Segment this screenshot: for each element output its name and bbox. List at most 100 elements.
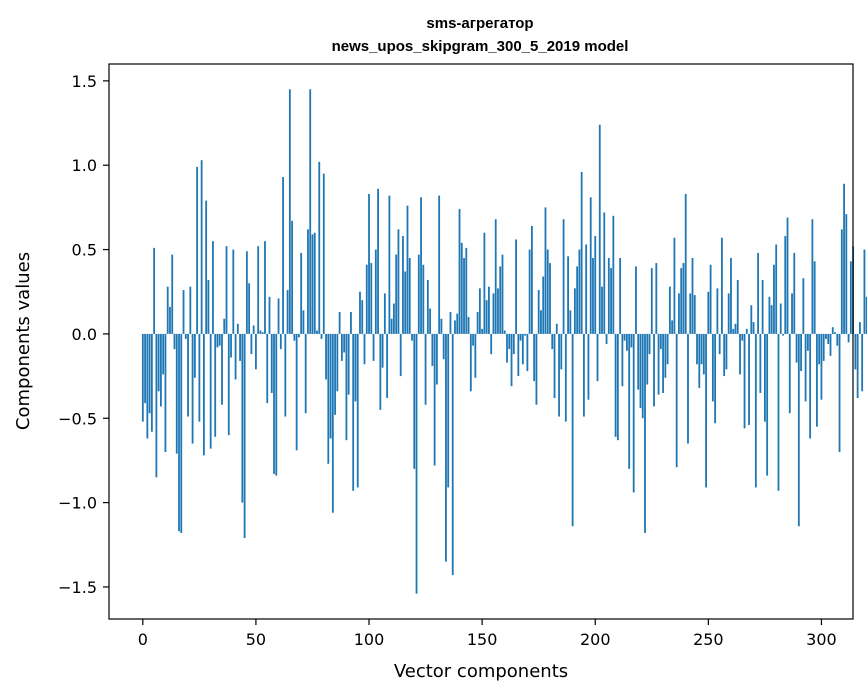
- bar: [809, 333, 812, 439]
- bar: [637, 333, 640, 390]
- bar: [338, 311, 341, 334]
- bar: [250, 333, 253, 355]
- bar: [413, 333, 416, 469]
- bar: [365, 264, 368, 334]
- bar: [650, 268, 653, 334]
- bar: [433, 333, 436, 466]
- bar: [544, 207, 547, 334]
- bar: [499, 266, 502, 334]
- bar: [687, 333, 689, 444]
- bar: [184, 333, 187, 339]
- bar: [802, 278, 805, 334]
- bar: [266, 333, 269, 404]
- bar: [840, 229, 843, 334]
- bar: [705, 333, 707, 488]
- bar: [476, 311, 479, 334]
- bar: [175, 333, 178, 454]
- bar: [232, 249, 235, 334]
- bar: [485, 300, 488, 334]
- bar: [148, 333, 151, 414]
- bar: [359, 291, 361, 334]
- chart-title: sms-агрегатор: [426, 15, 533, 32]
- bar: [521, 333, 524, 365]
- bar: [745, 328, 748, 334]
- bar: [442, 333, 445, 360]
- bar: [558, 333, 560, 417]
- bar: [492, 293, 495, 334]
- bar: [549, 263, 551, 334]
- bar: [241, 333, 244, 503]
- bar: [540, 310, 542, 334]
- bar: [858, 322, 861, 334]
- bar: [641, 333, 644, 419]
- bar: [397, 229, 400, 334]
- bar: [601, 286, 603, 334]
- bar: [202, 333, 205, 456]
- bar: [616, 333, 619, 441]
- bars-group: [141, 89, 867, 594]
- bar: [264, 241, 266, 334]
- bar: [773, 264, 775, 334]
- bar: [361, 300, 364, 334]
- bar: [214, 333, 217, 437]
- bar: [273, 333, 275, 474]
- x-tick-label: 50: [246, 630, 266, 649]
- bar: [309, 89, 312, 334]
- bar: [702, 333, 705, 375]
- bar: [583, 333, 585, 417]
- x-axis-ticks: 0 50 100 150 200 250 300: [138, 619, 837, 649]
- bar: [723, 333, 726, 377]
- bar: [225, 246, 228, 334]
- bar: [155, 333, 158, 478]
- bar: [160, 333, 162, 407]
- bar: [144, 333, 146, 404]
- bar: [212, 241, 214, 334]
- bar: [275, 333, 278, 476]
- bar: [657, 333, 660, 395]
- bar: [542, 276, 545, 334]
- bar: [546, 249, 549, 334]
- bar: [377, 188, 379, 334]
- bar: [865, 296, 867, 334]
- x-tick-label: 200: [580, 630, 611, 649]
- chart-subtitle: news_upos_skipgram_300_5_2019 model: [332, 38, 629, 55]
- bar: [718, 333, 721, 355]
- bar: [680, 268, 683, 334]
- bar: [347, 333, 350, 395]
- bar: [345, 333, 348, 441]
- bar: [415, 333, 418, 594]
- bar: [754, 333, 757, 488]
- bar: [644, 333, 646, 533]
- bar: [684, 193, 687, 334]
- bar: [646, 333, 649, 385]
- x-tick-label: 0: [138, 630, 148, 649]
- bar: [399, 333, 402, 377]
- bar: [750, 305, 753, 334]
- bar: [822, 333, 825, 361]
- bar: [223, 318, 226, 334]
- bar: [793, 252, 796, 334]
- bar: [689, 293, 692, 334]
- bar: [313, 232, 316, 334]
- bar: [716, 288, 719, 334]
- bar: [460, 242, 463, 334]
- bar: [856, 333, 859, 399]
- bar: [173, 333, 176, 350]
- bar: [770, 305, 773, 334]
- bar: [261, 332, 264, 334]
- bar: [207, 279, 210, 334]
- bar: [825, 333, 827, 339]
- bar: [648, 333, 651, 355]
- bar: [621, 333, 624, 387]
- plot-frame: [108, 63, 854, 620]
- bar: [307, 229, 309, 334]
- bar: [589, 197, 592, 334]
- bar: [478, 288, 481, 334]
- bar: [295, 333, 298, 451]
- bar: [847, 333, 850, 343]
- bar: [472, 333, 474, 346]
- bar: [164, 333, 167, 452]
- bar: [449, 311, 452, 334]
- bar: [334, 333, 336, 415]
- bar: [854, 333, 857, 370]
